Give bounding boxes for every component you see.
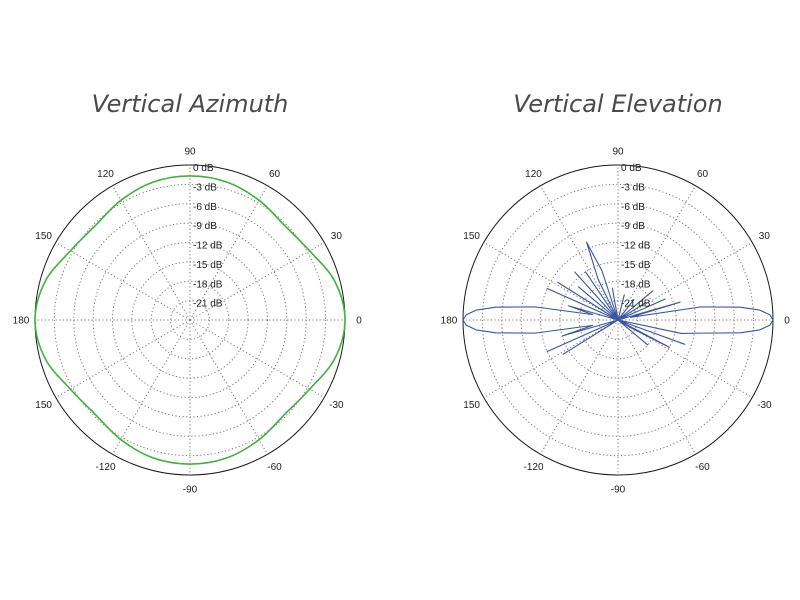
radial-spoke bbox=[55, 242, 191, 321]
db-ring-label: -6 dB bbox=[621, 202, 645, 213]
angle-tick-label: -120 bbox=[95, 462, 115, 473]
db-ring-label: -15 dB bbox=[193, 260, 223, 271]
db-ring-label: -9 dB bbox=[621, 221, 645, 232]
angle-tick-label: 30 bbox=[759, 231, 771, 242]
angle-tick-label: -30 bbox=[757, 400, 772, 411]
radial-spoke bbox=[55, 319, 191, 398]
radial-spoke bbox=[189, 185, 268, 321]
radial-spoke bbox=[189, 319, 268, 455]
angle-tick-label: 120 bbox=[525, 169, 542, 180]
radial-spoke bbox=[617, 319, 696, 455]
angle-tick-label: 60 bbox=[697, 169, 709, 180]
pattern-trace bbox=[34, 175, 346, 465]
angle-tick-label: 150 bbox=[35, 400, 52, 411]
grid-ring bbox=[481, 183, 755, 457]
radial-spoke bbox=[189, 242, 325, 321]
angle-tick-label: 90 bbox=[612, 147, 624, 158]
angle-tick-label: 180 bbox=[441, 316, 458, 327]
vertical-azimuth-chart: Vertical Azimuth 90 60 30 0 -30 -60 -90 -120 150… bbox=[13, 90, 363, 496]
grid-ring bbox=[112, 242, 268, 398]
db-ring-label: -12 dB bbox=[621, 241, 651, 252]
db-ring-label: 0 dB bbox=[193, 163, 214, 174]
grid-ring bbox=[150, 280, 230, 360]
db-ring-label: 0 dB bbox=[621, 163, 642, 174]
angle-tick-label: 150 bbox=[35, 231, 52, 242]
grid-ring bbox=[578, 280, 658, 360]
angle-tick-label: 150 bbox=[463, 400, 480, 411]
angle-tick-label: 30 bbox=[331, 231, 343, 242]
angle-tick-label: -90 bbox=[611, 485, 626, 496]
db-ring-label: -3 dB bbox=[621, 182, 645, 193]
grid-ring bbox=[598, 300, 638, 340]
angle-tick-label: -60 bbox=[267, 462, 282, 473]
angle-tick-label: -120 bbox=[523, 462, 543, 473]
db-ring-label: -18 dB bbox=[621, 279, 651, 290]
grid-ring bbox=[73, 203, 307, 437]
radial-spoke bbox=[617, 242, 753, 321]
grid-ring bbox=[520, 222, 716, 418]
radial-spoke bbox=[483, 319, 619, 398]
radial-spoke bbox=[483, 242, 619, 321]
angle-tick-label: -30 bbox=[329, 400, 344, 411]
grid-ring bbox=[53, 183, 327, 457]
db-ring-label: -6 dB bbox=[193, 202, 217, 213]
radial-spoke bbox=[540, 319, 619, 455]
db-ring-label: -9 dB bbox=[193, 221, 217, 232]
radial-spoke bbox=[540, 185, 619, 321]
db-ring-label: -18 dB bbox=[193, 279, 223, 290]
grid-ring bbox=[131, 261, 249, 379]
angle-tick-label: 90 bbox=[184, 147, 196, 158]
angle-tick-label: -60 bbox=[695, 462, 710, 473]
angle-tick-label: 0 bbox=[356, 316, 362, 327]
radial-spoke bbox=[112, 319, 191, 455]
db-ring-label: -21 dB bbox=[193, 299, 223, 310]
chart-title: Vertical Elevation bbox=[513, 90, 722, 118]
angle-tick-label: 180 bbox=[13, 316, 30, 327]
db-ring-label: -21 dB bbox=[621, 299, 651, 310]
grid-ring bbox=[501, 203, 735, 437]
angle-tick-label: 120 bbox=[97, 169, 114, 180]
angle-tick-label: 150 bbox=[463, 231, 480, 242]
radial-spoke bbox=[617, 185, 696, 321]
radial-spoke bbox=[112, 185, 191, 321]
chart-title: Vertical Azimuth bbox=[92, 90, 289, 118]
db-ring-label: -12 dB bbox=[193, 241, 223, 252]
db-ring-label: -15 dB bbox=[621, 260, 651, 271]
vertical-elevation-chart: Vertical Elevation 90 60 30 0 -30 -60 -90 -120 1… bbox=[441, 90, 791, 496]
grid-ring bbox=[170, 300, 210, 340]
db-ring-label: -3 dB bbox=[193, 182, 217, 193]
grid-ring bbox=[92, 222, 288, 418]
grid-ring bbox=[559, 261, 677, 379]
radial-spoke bbox=[189, 319, 325, 398]
grid-ring bbox=[540, 242, 696, 398]
pattern-trace bbox=[462, 241, 774, 355]
angle-tick-label: -90 bbox=[183, 485, 198, 496]
angle-tick-label: 0 bbox=[784, 316, 790, 327]
angle-tick-label: 60 bbox=[269, 169, 281, 180]
